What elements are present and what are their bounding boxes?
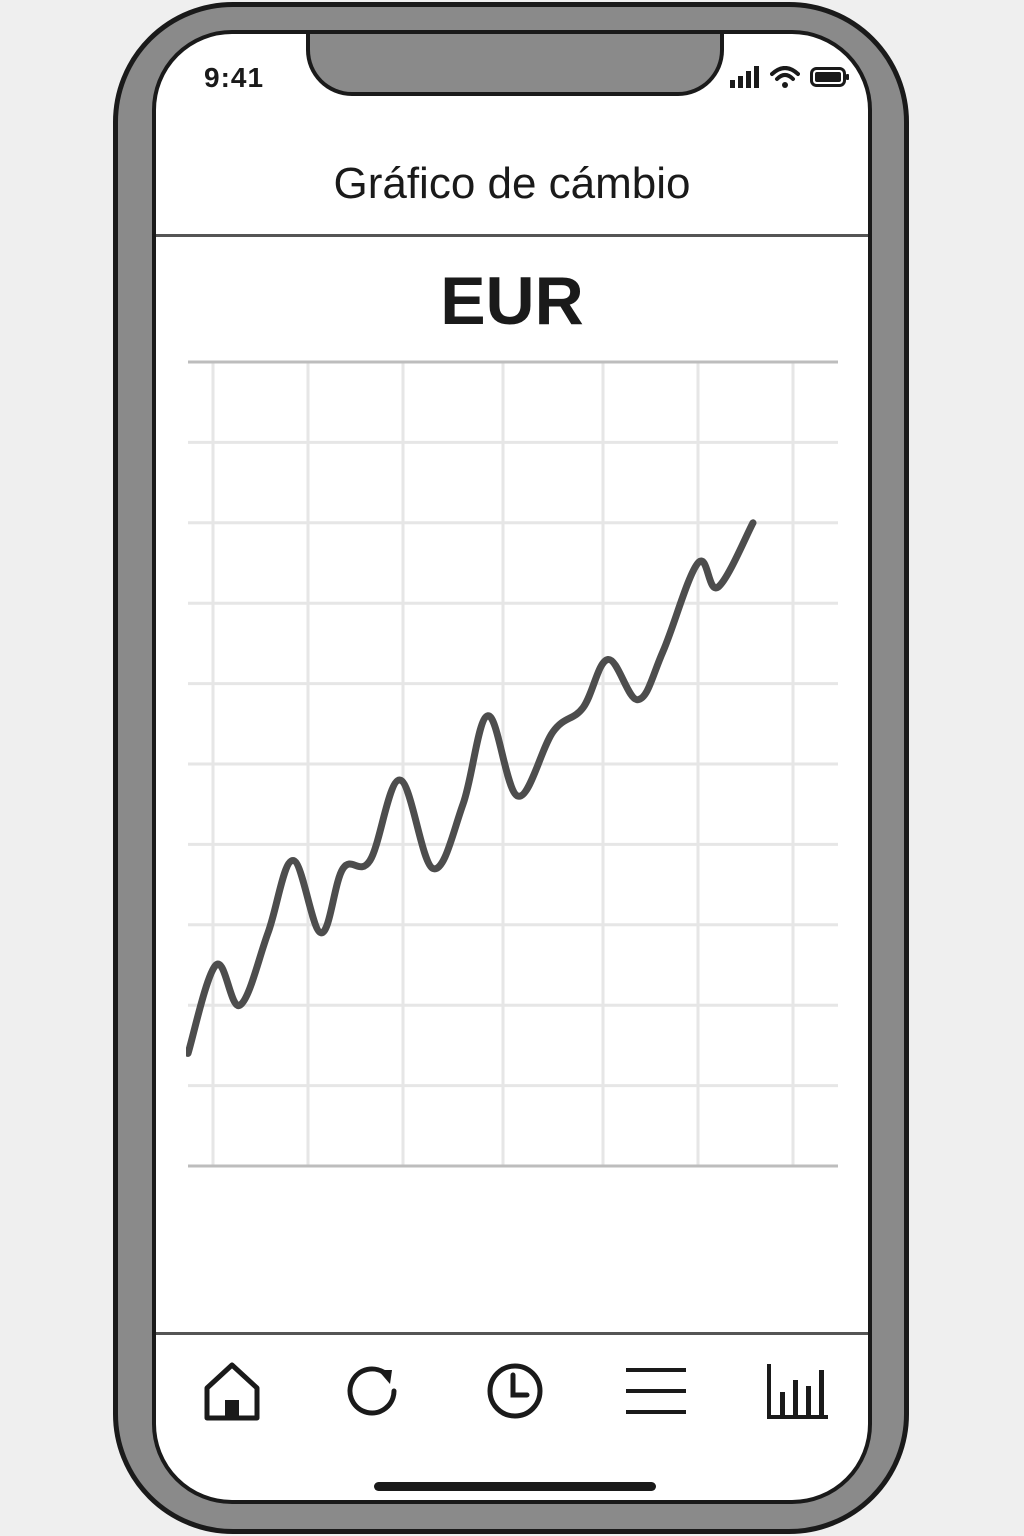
home-icon bbox=[202, 1360, 262, 1427]
refresh-icon bbox=[342, 1361, 402, 1426]
tab-home[interactable] bbox=[196, 1357, 268, 1429]
series-line-0 bbox=[186, 519, 757, 1057]
battery-icon bbox=[810, 66, 850, 88]
status-icons bbox=[730, 66, 850, 88]
signal-icon bbox=[730, 66, 760, 88]
tab-chart[interactable] bbox=[762, 1357, 834, 1429]
notch bbox=[306, 34, 724, 96]
tab-refresh[interactable] bbox=[336, 1357, 408, 1429]
home-indicator bbox=[374, 1482, 656, 1491]
wifi-icon bbox=[770, 66, 800, 88]
page-title: Gráfico de cámbio bbox=[333, 159, 691, 208]
header: Gráfico de cámbio bbox=[156, 134, 868, 237]
clock-icon bbox=[485, 1361, 545, 1426]
currency-code: EUR bbox=[440, 263, 584, 339]
exchange-rate-chart bbox=[186, 360, 838, 1168]
tab-history[interactable] bbox=[479, 1357, 551, 1429]
menu-icon bbox=[624, 1365, 688, 1422]
tab-bar bbox=[156, 1332, 868, 1455]
bar-chart-icon bbox=[766, 1362, 830, 1425]
tab-menu[interactable] bbox=[620, 1357, 692, 1429]
status-time: 9:41 bbox=[204, 62, 265, 93]
phone-screen: 9:41 Gráfico de cámbio bbox=[152, 30, 872, 1504]
